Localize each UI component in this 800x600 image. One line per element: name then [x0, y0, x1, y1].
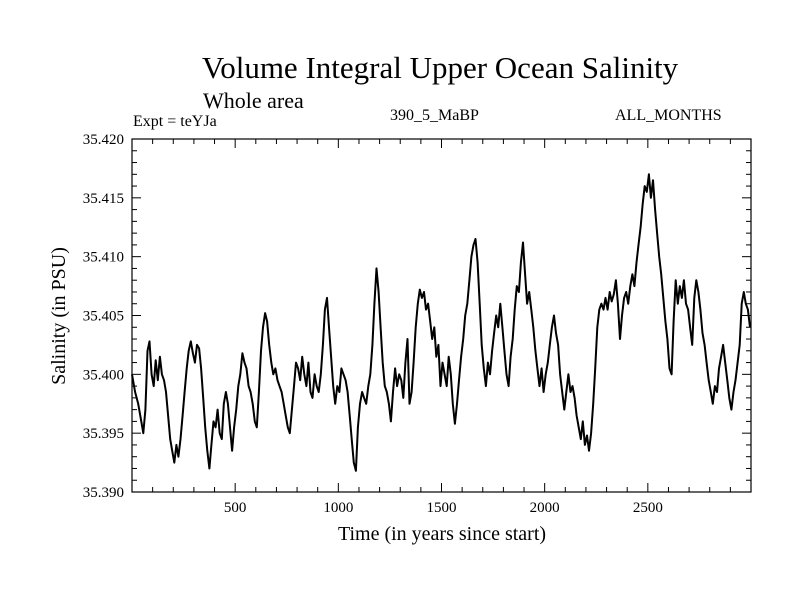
y-tick-label: 35.415 [83, 191, 124, 207]
x-tick-label: 2000 [530, 500, 560, 516]
y-tick-label: 35.395 [83, 426, 124, 442]
x-tick-label: 1000 [323, 500, 353, 516]
y-tick-label: 35.400 [83, 367, 124, 383]
series-line-salinity [131, 173, 751, 472]
months-label: ALL_MONTHS [615, 107, 722, 124]
x-tick-label: 1500 [427, 500, 457, 516]
chart-title: Volume Integral Upper Ocean Salinity [201, 50, 679, 85]
y-tick-label: 35.420 [83, 132, 124, 148]
x-axis-title: Time (in years since start) [338, 523, 546, 545]
chart-subtitle: Whole area [203, 88, 304, 113]
y-tick-label: 35.410 [83, 250, 124, 266]
y-axis-title: Salinity (in PSU) [48, 247, 70, 385]
x-tick-label: 500 [224, 500, 247, 516]
experiment-label: Expt = teYJa [133, 113, 217, 130]
y-tick-label: 35.390 [83, 485, 124, 501]
plot-frame [131, 138, 752, 493]
x-tick-label: 2500 [633, 500, 663, 516]
y-tick-label: 35.405 [83, 309, 124, 325]
run-label: 390_5_MaBP [390, 107, 479, 124]
